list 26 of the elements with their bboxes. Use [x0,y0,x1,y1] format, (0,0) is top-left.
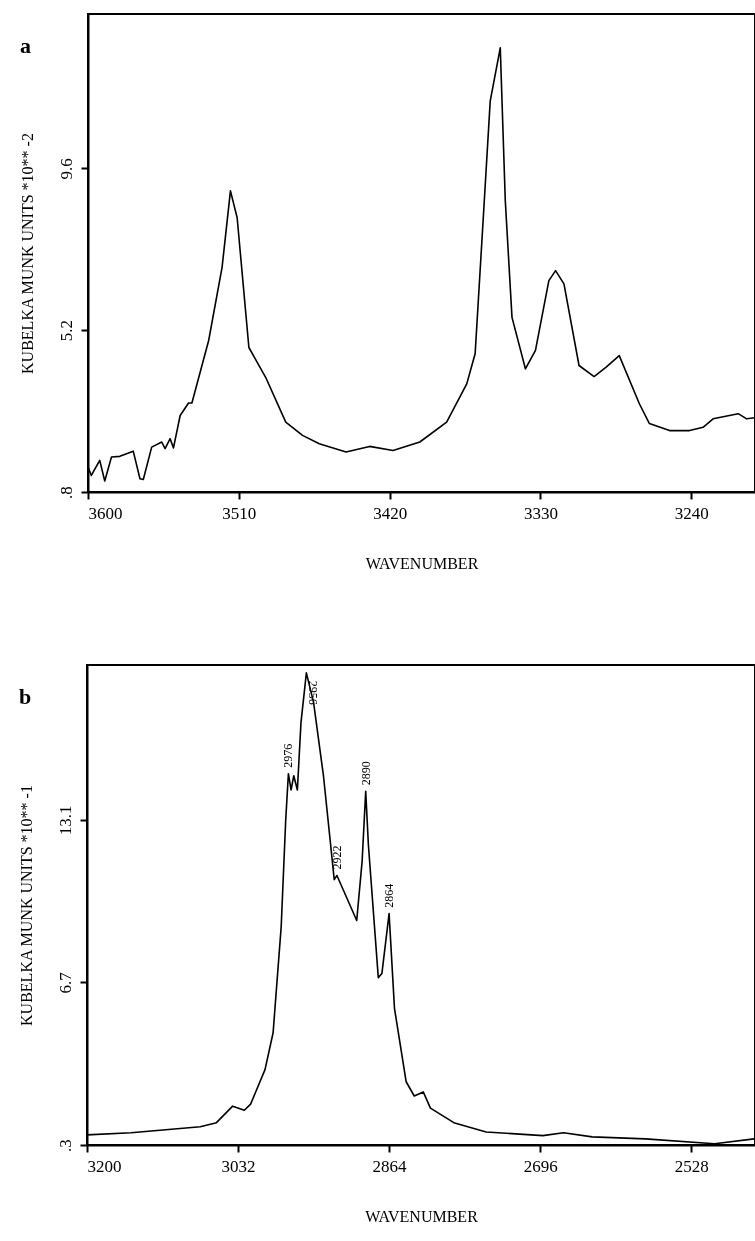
x-axis-title: WAVENUMBER [365,1207,479,1225]
y-tick-label: .3 [55,1139,75,1152]
x-tick-label: 3200 [87,1156,122,1176]
x-tick-label: 3600 [88,503,123,523]
x-tick-label: 3240 [674,503,709,523]
x-tick-label: 3510 [222,503,257,523]
x-tick-label: 2864 [372,1156,408,1176]
text: b [19,684,32,709]
y-tick-label: 5.2 [56,320,76,342]
x-tick-label: 2528 [674,1156,709,1176]
y-axis-title: KUBELKA MUNK UNITS *10** -1 [17,785,35,1026]
y-tick-label: 6.7 [55,971,75,994]
x-tick-label: 3032 [221,1156,256,1176]
x-tick-label: 2696 [523,1156,558,1176]
x-axis-title: WAVENUMBER [365,554,479,572]
y-tick-label: 9.6 [56,158,76,180]
annotation: 2976 [281,743,296,768]
x-tick-label: 3330 [523,503,558,523]
y-axis-title: KUBELKA MUNK UNITS *10** -2 [18,133,36,374]
y-tick-label: .8 [56,486,76,499]
annotation: 2890 [358,761,373,786]
annotation: 2922 [329,845,344,870]
x-tick-label: 3420 [373,503,408,523]
y-tick-label: 13.1 [55,805,75,836]
annotation: 2864 [382,883,397,908]
text: a [20,33,31,58]
